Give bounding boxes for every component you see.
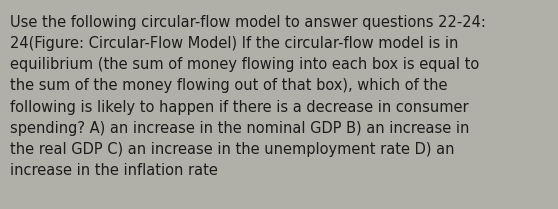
Text: Use the following circular-flow model to answer questions 22-24:
24(Figure: Circ: Use the following circular-flow model to… bbox=[10, 15, 486, 178]
